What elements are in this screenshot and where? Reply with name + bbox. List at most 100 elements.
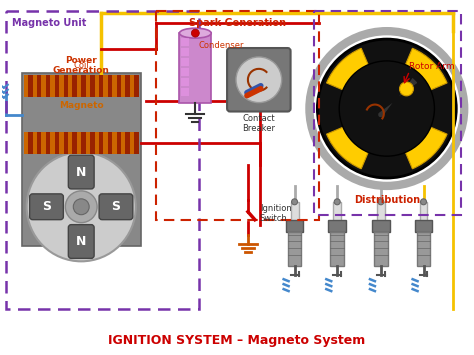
Circle shape	[339, 61, 435, 156]
Bar	[90, 75, 94, 97]
Bar	[94, 132, 99, 154]
Bar	[46, 132, 50, 154]
Text: N: N	[76, 235, 86, 248]
Bar	[126, 75, 130, 97]
Bar	[22, 73, 141, 246]
Bar	[90, 132, 94, 154]
FancyBboxPatch shape	[30, 194, 64, 220]
Bar	[180, 33, 211, 103]
Bar	[112, 75, 117, 97]
Bar	[288, 231, 301, 266]
Wedge shape	[327, 109, 387, 169]
Bar	[182, 58, 190, 66]
Bar	[50, 75, 55, 97]
Bar	[77, 132, 81, 154]
Bar	[374, 231, 388, 266]
Bar	[182, 48, 190, 56]
Text: Distribution: Distribution	[354, 195, 420, 205]
Bar	[330, 231, 344, 266]
Text: S: S	[42, 200, 51, 213]
Bar	[55, 75, 59, 97]
Bar	[28, 132, 33, 154]
Bar	[6, 11, 199, 309]
Bar	[372, 220, 390, 231]
Bar	[103, 75, 108, 97]
Bar	[28, 75, 33, 97]
Text: S: S	[111, 200, 120, 213]
Bar	[108, 132, 112, 154]
Bar	[155, 11, 319, 220]
Bar	[182, 88, 190, 95]
Bar	[73, 75, 77, 97]
Circle shape	[318, 39, 456, 178]
Text: N: N	[76, 165, 86, 179]
Bar	[24, 132, 28, 154]
Bar	[59, 75, 64, 97]
Circle shape	[420, 199, 427, 205]
Bar	[73, 132, 77, 154]
Bar	[121, 132, 126, 154]
Bar	[112, 132, 117, 154]
FancyBboxPatch shape	[68, 155, 94, 189]
Text: Ignition
Switch: Ignition Switch	[260, 204, 292, 223]
Bar	[99, 132, 103, 154]
Bar	[291, 202, 299, 222]
Bar	[81, 75, 86, 97]
Bar	[182, 38, 190, 46]
Wedge shape	[327, 48, 387, 109]
Bar	[81, 132, 86, 154]
Bar	[314, 11, 461, 215]
Bar	[64, 75, 68, 97]
Bar	[134, 75, 139, 97]
Bar	[182, 68, 190, 76]
Bar	[130, 75, 134, 97]
Bar	[134, 132, 139, 154]
Bar	[64, 132, 68, 154]
Bar	[117, 75, 121, 97]
Circle shape	[334, 199, 340, 205]
Bar	[121, 75, 126, 97]
Bar	[377, 202, 385, 222]
Circle shape	[292, 199, 298, 205]
Circle shape	[236, 57, 282, 103]
Text: IGNITION SYSTEM – Magneto System: IGNITION SYSTEM – Magneto System	[109, 334, 365, 347]
Bar	[77, 75, 81, 97]
Bar	[417, 231, 430, 266]
Bar	[24, 75, 28, 97]
Bar	[33, 75, 37, 97]
Bar	[41, 132, 46, 154]
Bar	[59, 132, 64, 154]
Bar	[55, 132, 59, 154]
Circle shape	[27, 152, 136, 261]
Bar	[103, 132, 108, 154]
Bar	[126, 132, 130, 154]
Text: Power
Generation: Power Generation	[53, 56, 109, 75]
Bar	[68, 132, 73, 154]
Bar	[99, 75, 103, 97]
Bar	[117, 132, 121, 154]
Circle shape	[191, 29, 199, 37]
Ellipse shape	[180, 28, 211, 38]
Circle shape	[378, 199, 384, 205]
Text: Rotor Arm: Rotor Arm	[409, 62, 454, 71]
Bar	[37, 75, 41, 97]
Bar	[94, 75, 99, 97]
Bar	[46, 75, 50, 97]
Bar	[328, 220, 346, 231]
Text: Magneto Unit: Magneto Unit	[12, 18, 86, 28]
Bar	[182, 78, 190, 86]
Bar	[333, 202, 341, 222]
Circle shape	[400, 82, 413, 96]
Bar	[33, 132, 37, 154]
Bar	[68, 75, 73, 97]
Text: Condenser: Condenser	[198, 41, 244, 50]
Wedge shape	[387, 109, 447, 169]
Polygon shape	[377, 77, 419, 118]
Bar	[86, 132, 90, 154]
Bar	[41, 75, 46, 97]
Bar	[37, 132, 41, 154]
Circle shape	[65, 191, 97, 223]
Bar	[415, 220, 432, 231]
Bar	[419, 202, 428, 222]
FancyBboxPatch shape	[99, 194, 133, 220]
